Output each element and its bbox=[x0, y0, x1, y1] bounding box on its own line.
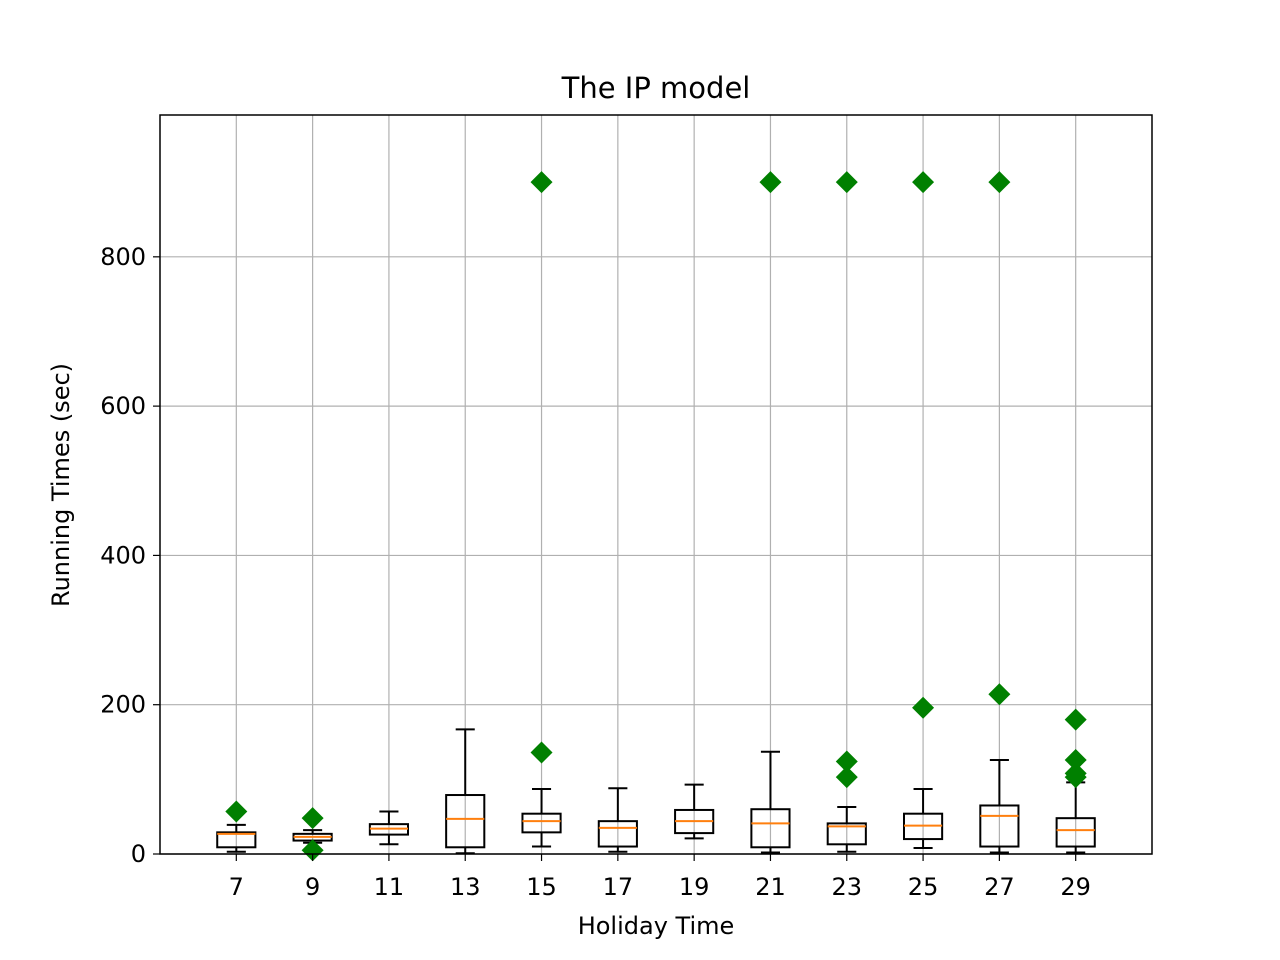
box-11 bbox=[368, 810, 410, 846]
box-15 bbox=[521, 788, 562, 848]
x-tick-label: 9 bbox=[305, 873, 320, 901]
y-axis-label: Running Times (sec) bbox=[47, 363, 75, 607]
x-tick-label: 29 bbox=[1060, 873, 1091, 901]
box-body bbox=[445, 794, 486, 849]
flier-point bbox=[912, 171, 935, 194]
x-tick-label: 27 bbox=[984, 873, 1015, 901]
box-29 bbox=[1055, 781, 1096, 854]
flier-point bbox=[1064, 708, 1087, 731]
y-tick-label: 200 bbox=[100, 691, 146, 719]
flier-point bbox=[301, 839, 324, 862]
box-27 bbox=[979, 758, 1020, 854]
y-tick-label: 600 bbox=[100, 392, 146, 420]
x-tick-label: 13 bbox=[450, 873, 481, 901]
y-tick-label: 0 bbox=[131, 840, 146, 868]
boxes bbox=[216, 728, 1096, 855]
flier-point bbox=[530, 171, 553, 194]
x-tick-label: 25 bbox=[908, 873, 939, 901]
fliers bbox=[225, 171, 1087, 862]
flier-point bbox=[301, 807, 324, 830]
box-25 bbox=[903, 788, 944, 850]
box-body bbox=[979, 804, 1020, 848]
box-body bbox=[216, 831, 257, 849]
flier-point bbox=[988, 171, 1011, 194]
x-tick-label: 15 bbox=[526, 873, 557, 901]
box-body bbox=[1055, 817, 1096, 848]
flier-point bbox=[759, 171, 782, 194]
x-tick-label: 11 bbox=[374, 873, 405, 901]
flier-point bbox=[1064, 748, 1087, 771]
box-body bbox=[597, 820, 638, 848]
plot-frame bbox=[159, 114, 1153, 855]
box-7 bbox=[216, 823, 257, 853]
box-body bbox=[521, 812, 562, 834]
box-17 bbox=[597, 787, 638, 853]
flier-point bbox=[225, 800, 248, 823]
flier-point bbox=[835, 766, 858, 789]
box-23 bbox=[826, 805, 867, 853]
flier-point bbox=[835, 750, 858, 773]
box-body bbox=[826, 822, 867, 846]
y-tick-label: 800 bbox=[100, 243, 146, 271]
y-tick-label: 400 bbox=[100, 541, 146, 569]
x-tick-label: 21 bbox=[755, 873, 786, 901]
box-21 bbox=[750, 750, 791, 854]
chart-title: The IP model bbox=[561, 71, 751, 105]
x-tick-label: 7 bbox=[229, 873, 244, 901]
flier-point bbox=[530, 741, 553, 764]
flier-point bbox=[835, 171, 858, 194]
x-tick-label: 23 bbox=[831, 873, 862, 901]
box-body bbox=[750, 808, 791, 849]
x-tick-label: 19 bbox=[679, 873, 710, 901]
flier-point bbox=[912, 696, 935, 719]
x-axis-label: Holiday Time bbox=[578, 912, 735, 940]
flier-point bbox=[988, 683, 1011, 706]
flier-point bbox=[1064, 766, 1087, 789]
x-tick-label: 17 bbox=[603, 873, 634, 901]
ticks: 7 9 11 13 15 17 19 21 23 25 27 29 0 200 400 600 800 bbox=[100, 243, 1091, 901]
box-19 bbox=[674, 783, 715, 840]
